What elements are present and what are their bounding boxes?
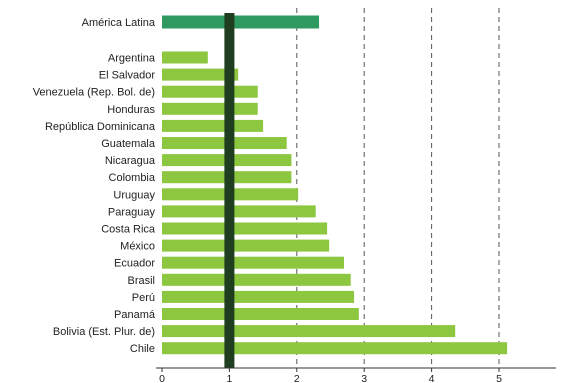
category-labels: América Latina Argentina El Salvador Venezu… — [33, 17, 156, 355]
category-label-colombia: Colombia — [109, 172, 156, 184]
bar-brasil — [162, 273, 351, 286]
category-label-republica-dominicana: República Dominicana — [45, 121, 156, 133]
category-label-uruguay: Uruguay — [113, 189, 155, 201]
x-tick-label-1: 1 — [226, 373, 232, 383]
x-tick-label-5: 5 — [496, 373, 502, 383]
bar-america-latina — [162, 15, 320, 29]
category-label-mexico: México — [120, 241, 155, 253]
bar-bolivia-est-plur-de — [162, 325, 456, 338]
bar-argentina — [162, 51, 208, 64]
category-label-costa-rica: Costa Rica — [101, 224, 156, 236]
x-axis: 0123456 — [156, 367, 556, 383]
category-label-peru: Perú — [132, 292, 155, 304]
bar-venezuela-rep-bol-de — [162, 85, 258, 98]
category-label-panama: Panamá — [114, 309, 156, 321]
bar-republica-dominicana — [162, 119, 264, 132]
x-tick-label-3: 3 — [361, 373, 367, 383]
bar-mexico — [162, 239, 330, 252]
bar-el-salvador — [162, 68, 239, 81]
bar-peru — [162, 290, 355, 303]
category-label-el-salvador: El Salvador — [99, 70, 156, 82]
x-tick-label-0: 0 — [159, 373, 165, 383]
category-label-argentina: Argentina — [108, 53, 156, 65]
category-label-paraguay: Paraguay — [108, 206, 156, 218]
x-tick-label-2: 2 — [294, 373, 300, 383]
category-label-ecuador: Ecuador — [114, 258, 155, 270]
bar-guatemala — [162, 137, 287, 149]
category-label-america-latina: América Latina — [82, 17, 156, 29]
category-label-venezuela-rep-bol-de: Venezuela (Rep. Bol. de) — [33, 87, 155, 99]
bar-costa-rica — [162, 222, 328, 235]
bar-paraguay — [162, 205, 316, 218]
category-label-honduras: Honduras — [107, 104, 155, 116]
reference-line — [224, 13, 235, 368]
bar-chile — [162, 342, 508, 355]
category-label-bolivia-est-plur-de: Bolivia (Est. Plur. de) — [53, 326, 155, 338]
category-label-guatemala: Guatemala — [101, 138, 156, 150]
category-label-chile: Chile — [130, 343, 155, 355]
x-tick-label-4: 4 — [429, 373, 435, 383]
bar-panama — [162, 308, 359, 320]
category-label-brasil: Brasil — [127, 275, 155, 287]
reference-line-group — [224, 13, 235, 368]
bar-honduras — [162, 102, 258, 115]
category-label-nicaragua: Nicaragua — [105, 155, 156, 167]
chart-bars — [162, 15, 508, 355]
bar-ecuador — [162, 256, 344, 269]
